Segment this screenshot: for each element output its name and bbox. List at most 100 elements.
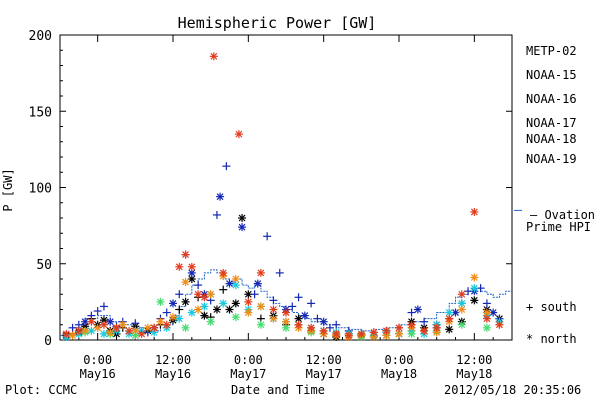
x-tick-date: May18 (381, 367, 417, 381)
data-point-noaa-15 (263, 232, 272, 241)
data-point-noaa-15 (332, 320, 341, 329)
data-point-noaa-16 (219, 299, 228, 308)
x-axis-label: Date and Time (231, 383, 325, 397)
data-point-noaa-16 (99, 329, 108, 338)
data-point-noaa-18 (470, 273, 479, 282)
data-point-noaa-15 (169, 299, 177, 308)
data-point-noaa-16 (200, 302, 209, 311)
x-tick-date: May17 (306, 367, 342, 381)
data-point-noaa-17 (206, 317, 215, 326)
x-tick-label: 12:00 (456, 353, 492, 367)
data-point-noaa-15 (162, 308, 171, 317)
data-point-noaa-19 (357, 329, 366, 338)
data-point-noaa-15 (131, 319, 140, 328)
data-point-noaa-18 (231, 275, 240, 283)
data-point-noaa-15 (253, 279, 262, 288)
data-point-noaa-19 (495, 320, 504, 329)
x-tick-date: May17 (230, 367, 266, 381)
data-point-metp-02 (181, 297, 190, 306)
data-point-metp-02 (200, 311, 209, 320)
data-point-noaa-19 (420, 326, 429, 335)
footer-timestamp: 2012/05/18 20:35:06 (444, 383, 581, 397)
data-point-metp-02 (225, 305, 234, 314)
data-point-noaa-19 (457, 290, 466, 299)
data-point-noaa-19 (187, 262, 196, 271)
data-point-noaa-15 (300, 311, 309, 320)
data-point-noaa-15 (407, 308, 416, 317)
data-point-noaa-15 (482, 299, 491, 308)
data-point-metp-02 (212, 305, 221, 314)
data-point-noaa-16 (445, 308, 454, 317)
data-point-noaa-17 (256, 320, 265, 329)
data-point-noaa-18 (244, 308, 253, 317)
data-point-noaa-18 (282, 317, 290, 326)
data-point-noaa-16 (87, 326, 96, 335)
data-point-noaa-17 (156, 297, 165, 306)
y-tick-label: 150 (29, 105, 52, 120)
legend-ovation-line1: — Ovation (530, 208, 595, 222)
data-point-noaa-19 (445, 314, 454, 323)
legend-item-noaa-18: NOAA-18 (526, 132, 577, 146)
data-point-metp-02 (219, 285, 228, 294)
data-points (62, 52, 504, 341)
data-point-noaa-19 (175, 262, 184, 271)
data-point-noaa-19 (125, 326, 134, 335)
data-point-noaa-17 (231, 313, 240, 322)
data-point-metp-02 (470, 296, 479, 305)
data-point-noaa-15 (222, 162, 231, 171)
ovation-hpi-step-line (60, 269, 512, 336)
data-point-noaa-15 (313, 314, 322, 323)
y-tick-label: 0 (44, 334, 52, 349)
data-point-metp-02 (231, 299, 240, 308)
data-point-noaa-19 (137, 329, 146, 338)
y-tick-label: 200 (29, 29, 52, 44)
data-point-noaa-19 (74, 326, 83, 335)
data-point-noaa-18 (68, 331, 77, 340)
data-point-noaa-15 (288, 302, 297, 311)
plot-area (59, 34, 513, 341)
data-point-noaa-19 (395, 323, 403, 332)
data-point-noaa-17 (457, 320, 466, 329)
data-point-noaa-18 (206, 290, 215, 299)
data-point-noaa-17 (407, 329, 416, 338)
x-axis: 0:00May1612:00May160:00May1712:00May170:… (59, 35, 513, 381)
data-point-noaa-19 (181, 250, 190, 259)
y-tick-label: 100 (29, 182, 52, 197)
data-point-noaa-19 (294, 320, 303, 329)
data-point-noaa-15 (175, 290, 184, 299)
x-tick-date: May16 (155, 367, 191, 381)
data-point-noaa-15 (250, 290, 259, 299)
data-point-noaa-18 (106, 328, 115, 337)
data-point-noaa-15 (216, 192, 225, 201)
data-point-noaa-19 (470, 207, 479, 216)
data-point-noaa-15 (212, 210, 221, 219)
data-point-noaa-15 (275, 268, 284, 277)
data-point-noaa-19 (219, 268, 228, 277)
data-point-noaa-18 (194, 305, 203, 314)
x-tick-label: 12:00 (155, 353, 191, 367)
data-point-noaa-18 (143, 323, 152, 332)
data-point-metp-02 (445, 325, 454, 334)
data-point-noaa-19 (369, 328, 378, 337)
data-point-noaa-19 (269, 305, 278, 314)
data-point-noaa-18 (457, 305, 466, 314)
legend-item-noaa-16: NOAA-16 (526, 92, 577, 106)
data-point-noaa-15 (68, 323, 77, 332)
data-point-metp-02 (244, 290, 253, 299)
data-point-noaa-19 (307, 323, 316, 332)
y-axis: 0 50 100 150 200 (29, 29, 512, 349)
data-point-noaa-15 (238, 223, 247, 232)
data-point-noaa-15 (325, 323, 334, 332)
data-point-noaa-15 (194, 281, 203, 290)
x-tick-date: May16 (80, 367, 116, 381)
data-point-noaa-19 (200, 293, 209, 302)
data-point-noaa-19 (319, 326, 328, 335)
data-point-noaa-18 (256, 302, 265, 311)
data-point-noaa-18 (181, 278, 190, 287)
data-point-noaa-15 (93, 307, 102, 316)
data-point-noaa-18 (269, 314, 278, 323)
y-tick-label: 50 (36, 258, 52, 273)
data-point-noaa-19 (162, 320, 171, 329)
data-point-noaa-19 (234, 130, 243, 139)
data-point-noaa-19 (150, 323, 159, 332)
